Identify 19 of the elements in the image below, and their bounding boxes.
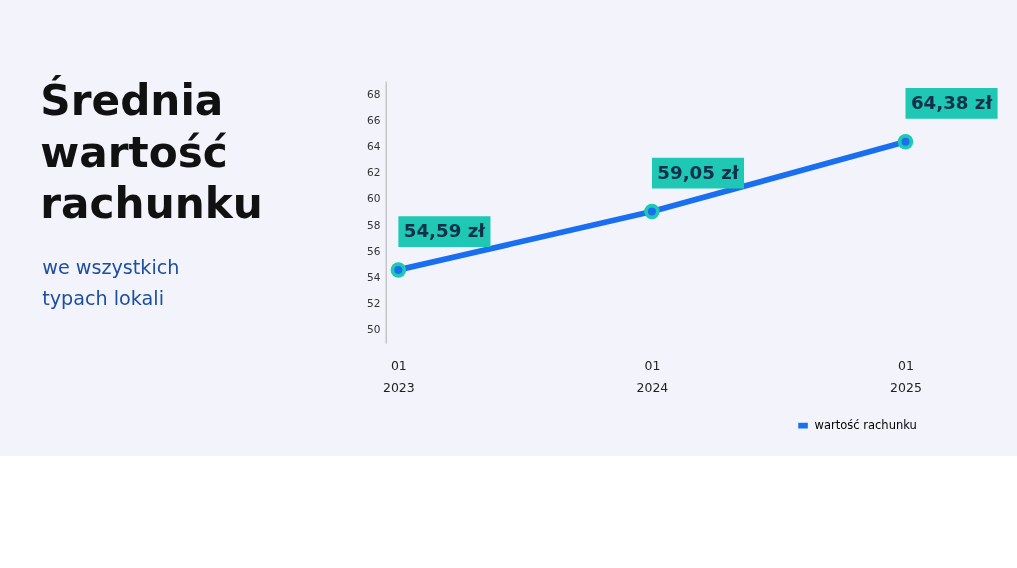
legend-label: wartość rachunku [814, 418, 917, 433]
text: Średnia wartość rachunku [40, 74, 263, 229]
y-tick-label: 54 [366, 271, 381, 284]
y-tick-label: 66 [366, 113, 381, 126]
y-tick-label: 56 [366, 244, 381, 257]
y-tick-label: 64 [366, 140, 381, 153]
x-tick-label: 01 2023 [382, 358, 415, 395]
y-tick-label: 50 [366, 323, 381, 336]
y-tick-label: 62 [366, 166, 381, 179]
y-tick-label: 60 [366, 192, 381, 205]
y-tick-label: 58 [366, 218, 381, 231]
x-tick-label: 01 2025 [890, 358, 922, 395]
x-tick-label: 01 2024 [636, 358, 669, 395]
text: 64,38 zł [910, 92, 993, 114]
text: 59,05 zł [657, 161, 739, 183]
y-tick-label: 68 [366, 87, 381, 100]
text: we wszystkich typach lokali [42, 256, 180, 310]
text: 54,59 zł [403, 220, 486, 242]
y-tick-label: 52 [366, 297, 381, 310]
